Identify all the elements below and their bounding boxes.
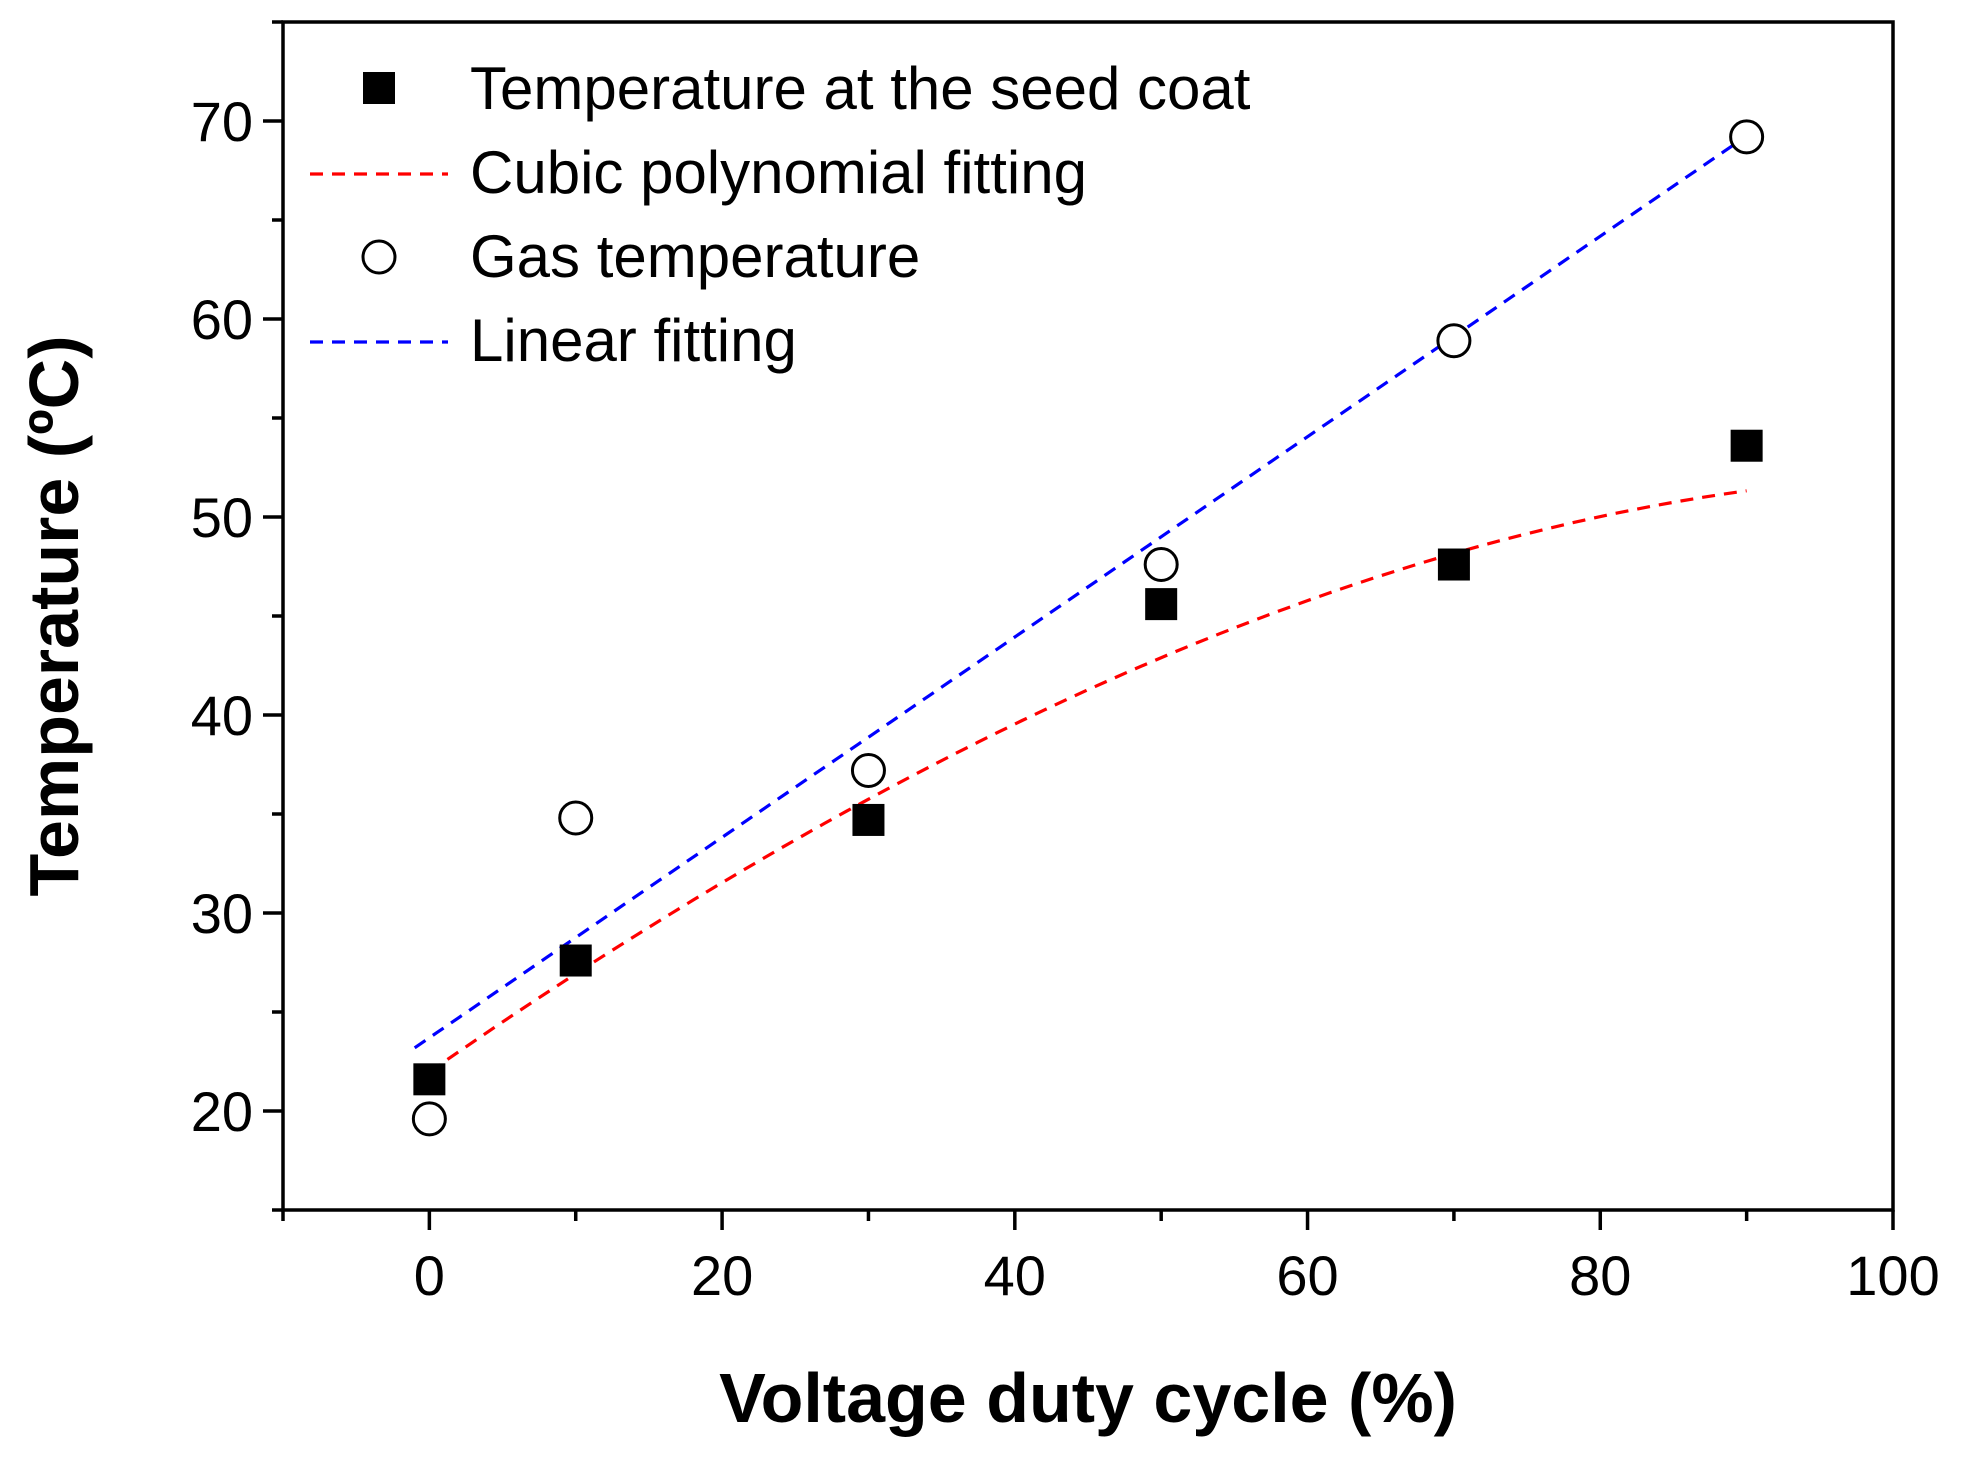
gas-temperature-point <box>850 752 886 788</box>
x-axis-title: Voltage duty cycle (%) <box>719 1359 1457 1437</box>
legend-circle-swatch <box>361 239 397 275</box>
legend-label: Temperature at the seed coat <box>470 55 1251 122</box>
legend-label: Linear fitting <box>470 307 797 374</box>
y-tick-label: 70 <box>191 90 253 153</box>
y-tick-label: 50 <box>191 486 253 549</box>
seed-coat-point <box>852 803 885 836</box>
gas-temperature-point <box>1143 547 1179 583</box>
data-markers <box>411 119 1765 1137</box>
seed-coat-point <box>1145 588 1178 621</box>
y-tick-label: 20 <box>191 1080 253 1143</box>
seed-coat-point <box>413 1063 446 1096</box>
x-tick-label: 40 <box>984 1244 1046 1307</box>
seed-coat-point <box>1437 548 1470 581</box>
y-tick-label: 40 <box>191 684 253 747</box>
legend-square-swatch <box>363 72 395 104</box>
legend-label: Cubic polynomial fitting <box>470 139 1087 206</box>
x-tick-label: 100 <box>1846 1244 1939 1307</box>
seed-coat-point <box>559 944 592 977</box>
x-tick-label: 0 <box>414 1244 445 1307</box>
y-axis-ticks: 20 30 40 50 60 70 <box>191 20 283 1212</box>
x-tick-label: 60 <box>1276 1244 1338 1307</box>
x-axis-ticks: 0 20 40 60 80 100 <box>281 1210 1940 1307</box>
x-tick-label: 80 <box>1569 1244 1631 1307</box>
x-tick-label: 20 <box>691 1244 753 1307</box>
legend-label: Gas temperature <box>470 223 920 290</box>
gas-temperature-point <box>1729 119 1765 155</box>
gas-temperature-point <box>558 800 594 836</box>
fit-line-linear <box>413 134 1748 1050</box>
seed-coat-point <box>1730 429 1763 462</box>
legend: Temperature at the seed coat Cubic polyno… <box>310 55 1251 374</box>
gas-temperature-point <box>1436 323 1472 359</box>
y-axis-title: Temperature (ºC) <box>15 335 93 896</box>
y-tick-label: 60 <box>191 288 253 351</box>
y-tick-label: 30 <box>191 882 253 945</box>
fit-lines <box>413 134 1748 1074</box>
fit-line-cubic <box>428 489 1747 1074</box>
gas-temperature-point <box>411 1101 447 1137</box>
